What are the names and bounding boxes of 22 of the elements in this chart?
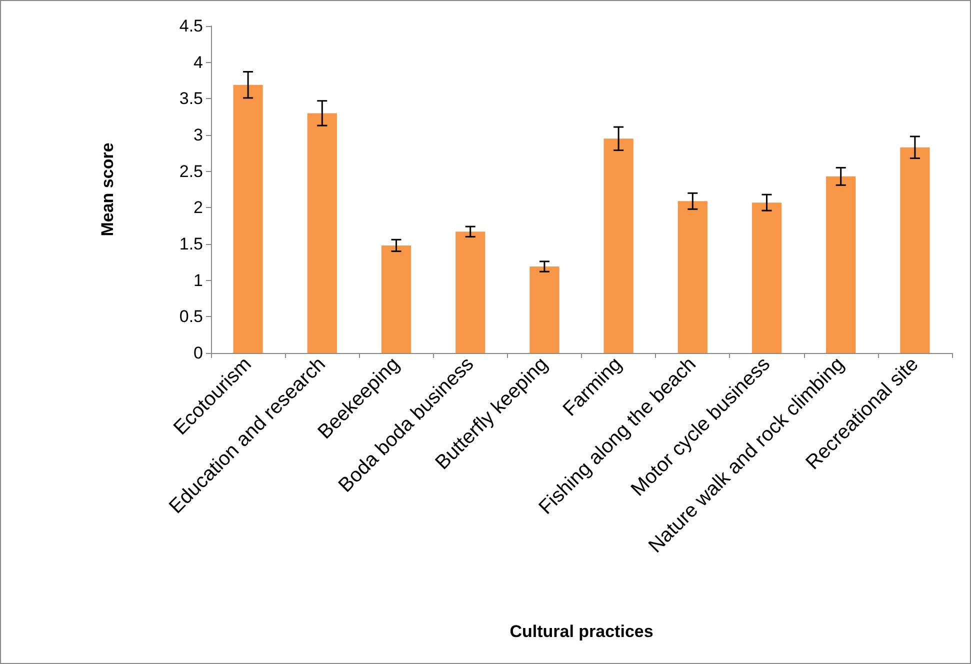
y-tick-label: 2.5 xyxy=(179,162,203,181)
y-tick-label: 1 xyxy=(194,270,203,290)
y-tick-label: 4.5 xyxy=(179,16,203,36)
bar xyxy=(604,138,634,353)
bar xyxy=(456,232,486,353)
bar xyxy=(307,113,337,353)
bar xyxy=(530,266,560,353)
y-tick-label: 0 xyxy=(194,344,203,362)
bar xyxy=(678,201,708,353)
y-tick-label: 4 xyxy=(194,52,203,72)
y-tick-label: 1.5 xyxy=(179,234,203,254)
y-tick-label: 0.5 xyxy=(179,307,203,326)
bar xyxy=(900,147,930,353)
bar xyxy=(826,176,856,353)
y-tick-label: 3 xyxy=(194,126,203,144)
x-axis-title: Cultural practices xyxy=(510,622,654,641)
bar xyxy=(233,84,263,353)
bar xyxy=(752,202,782,353)
bar xyxy=(381,245,412,353)
y-tick-label: 3.5 xyxy=(179,89,203,108)
y-axis-title: Mean score xyxy=(98,142,117,236)
y-tick-label: 2 xyxy=(194,198,203,218)
